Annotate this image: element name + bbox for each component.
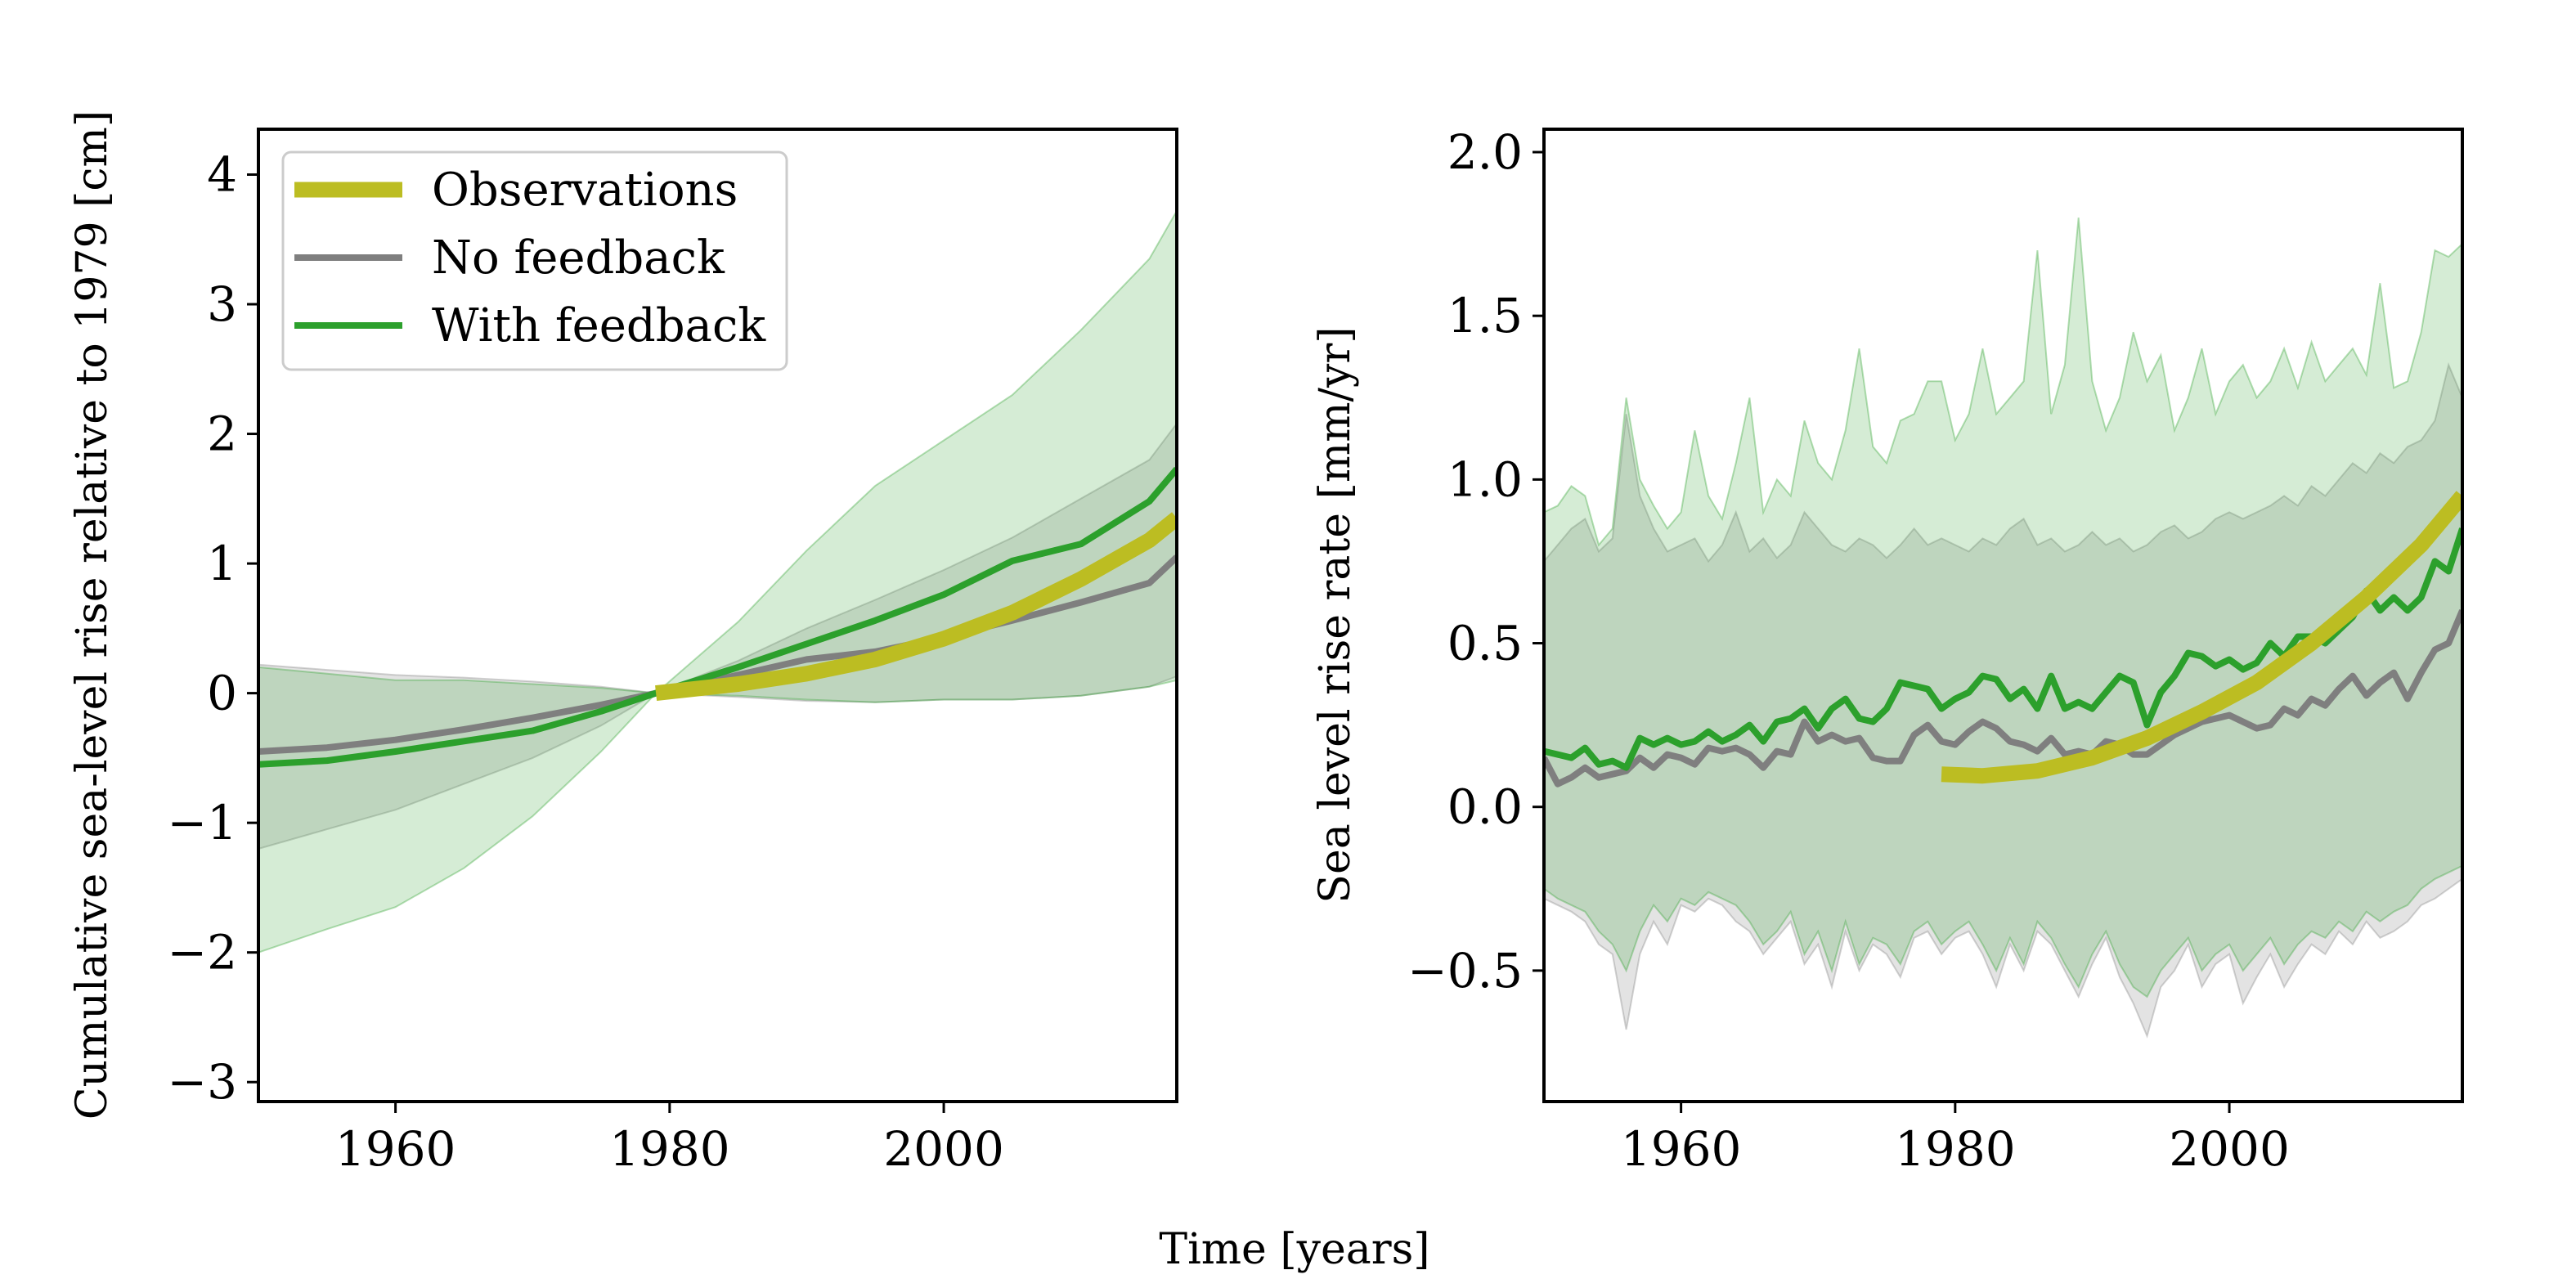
left-xtick-label: 1980 bbox=[609, 1121, 730, 1177]
right-y-axis-label: Sea level rise rate [mm/yr] bbox=[1311, 326, 1360, 903]
left-ticks: 1960 1980 2000 −3 −2 −1 0 1 2 3 4 bbox=[168, 146, 1004, 1177]
right-ticks: 1960 1980 2000 −0.5 0.0 0.5 1.0 1.5 2.0 bbox=[1407, 124, 2290, 1177]
left-ytick-label: −1 bbox=[168, 795, 238, 850]
right-band-with-feedback bbox=[1544, 218, 2462, 999]
left-ytick-label: 2 bbox=[207, 406, 237, 462]
right-ytick-label: 0.5 bbox=[1447, 616, 1523, 671]
right-ytick-label: 0.0 bbox=[1447, 779, 1523, 835]
legend-label-no-feedback: No feedback bbox=[432, 231, 725, 285]
left-band-no-feedback bbox=[258, 422, 1177, 850]
shared-x-axis-label: Time [years] bbox=[1159, 1225, 1429, 1274]
right-series-observations bbox=[1941, 491, 2462, 784]
right-xtick-label: 1980 bbox=[1895, 1121, 2016, 1177]
right-axes-frame bbox=[1542, 128, 2464, 1103]
right-ytick-label: 2.0 bbox=[1447, 124, 1523, 180]
legend-label-observations: Observations bbox=[432, 164, 738, 217]
left-xtick-label: 1960 bbox=[335, 1121, 456, 1177]
panel-right: 1960 1980 2000 −0.5 0.0 0.5 1.0 1.5 2.0 Sea leve… bbox=[1311, 124, 2464, 1177]
legend-box bbox=[281, 150, 788, 371]
right-ytick-label: −0.5 bbox=[1407, 943, 1523, 999]
right-plot-area bbox=[1544, 218, 2462, 1039]
left-plot-area bbox=[258, 209, 1177, 954]
panel-left: 1960 1980 2000 −3 −2 −1 0 1 2 3 4 Cumulative sea-l… bbox=[68, 110, 1178, 1177]
left-axes-frame bbox=[257, 128, 1178, 1103]
right-xtick-label: 1960 bbox=[1621, 1121, 1742, 1177]
left-band-with-feedback bbox=[258, 209, 1177, 954]
right-ytick-label: 1.0 bbox=[1447, 451, 1523, 507]
right-ytick-label: 1.5 bbox=[1447, 288, 1523, 343]
left-ytick-label: 1 bbox=[207, 536, 237, 591]
left-ytick-label: 4 bbox=[207, 146, 237, 202]
left-ytick-label: −3 bbox=[168, 1054, 238, 1110]
legend: Observations No feedback With feedback bbox=[281, 150, 788, 371]
left-ytick-label: 3 bbox=[207, 276, 237, 332]
left-series-observations bbox=[655, 512, 1177, 702]
legend-label-with-feedback: With feedback bbox=[432, 299, 766, 352]
left-xtick-label: 2000 bbox=[883, 1121, 1004, 1177]
left-ytick-label: 0 bbox=[207, 666, 237, 721]
right-xtick-label: 2000 bbox=[2169, 1121, 2290, 1177]
left-series-no-feedback bbox=[258, 554, 1177, 755]
left-series-with-feedback bbox=[258, 466, 1177, 768]
right-band-no-feedback bbox=[1544, 362, 2462, 1039]
right-series-no-feedback bbox=[1544, 608, 2462, 788]
left-y-axis-label: Cumulative sea-level rise relative to 19… bbox=[68, 110, 117, 1120]
left-ytick-label: −2 bbox=[168, 925, 238, 981]
